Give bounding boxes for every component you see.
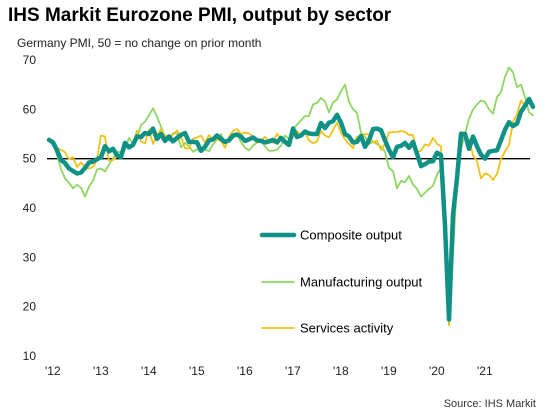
- legend-label: Composite output: [300, 228, 402, 243]
- y-tick-label: 20: [23, 300, 37, 314]
- series-line-composite-output: [46, 96, 536, 322]
- x-tick-label: '18: [333, 364, 349, 378]
- y-tick-label: 40: [23, 201, 37, 215]
- y-tick-label: 60: [23, 102, 37, 116]
- x-tick-label: '19: [381, 364, 397, 378]
- x-tick-label: '16: [237, 364, 253, 378]
- x-tick-label: '20: [429, 364, 445, 378]
- legend-label: Manufacturing output: [300, 275, 423, 290]
- legend: Composite output Manufacturing output Serv…: [259, 228, 423, 336]
- x-tick-label: '21: [477, 364, 493, 378]
- y-tick-label: 30: [23, 250, 37, 264]
- x-tick-label: '13: [93, 364, 109, 378]
- x-tick-label: '12: [45, 364, 61, 378]
- source-note: Source: IHS Markit: [443, 398, 536, 410]
- legend-label: Services activity: [300, 321, 394, 336]
- chart-title: IHS Markit Eurozone PMI, output by secto…: [8, 5, 392, 26]
- chart-subtitle: Germany PMI, 50 = no change on prior mon…: [17, 36, 262, 50]
- y-tick-label: 50: [23, 152, 37, 166]
- series-line-manufacturing-output: [48, 66, 534, 322]
- y-tick-label: 10: [23, 349, 37, 363]
- series-lines: [46, 66, 536, 327]
- y-tick-label: 70: [23, 53, 37, 67]
- x-tick-label: '15: [189, 364, 205, 378]
- x-tick-label: '14: [141, 364, 157, 378]
- x-tick-label: '17: [285, 364, 301, 378]
- x-axis: '12 '13 '14 '15 '16 '17 '18 '19 '20 '21: [45, 364, 493, 378]
- y-axis: 10 20 30 40 50 60 70: [23, 53, 37, 363]
